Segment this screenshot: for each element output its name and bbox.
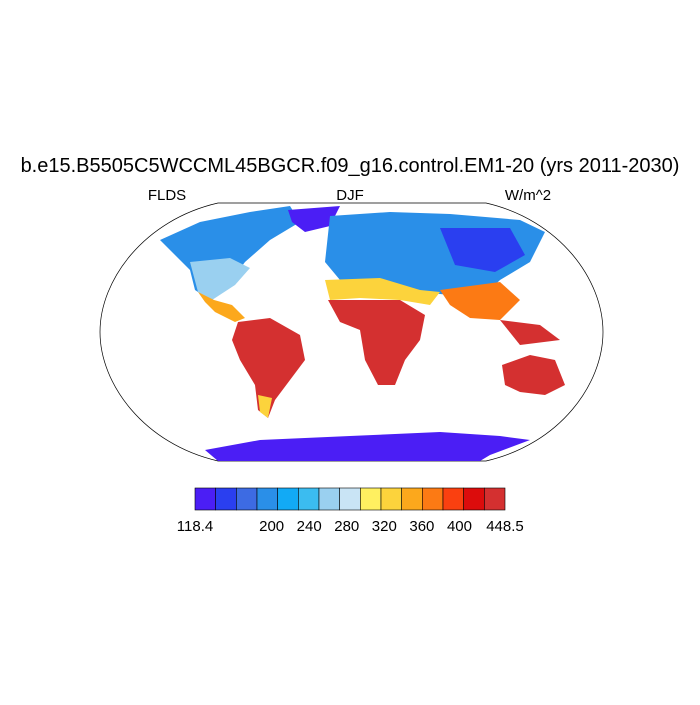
south-america	[232, 318, 305, 418]
colorbar-tick-label: 280	[334, 518, 359, 535]
title: b.e15.B5505C5WCCML45BGCR.f09_g16.control…	[21, 155, 680, 177]
colorbar-tick-label: 360	[409, 518, 434, 535]
map	[99, 202, 604, 462]
colorbar-box	[422, 487, 444, 511]
colorbar-tick-label: 240	[297, 518, 322, 535]
colorbar-box	[236, 487, 258, 511]
colorbar-tick-label: 320	[372, 518, 397, 535]
colorbar-box	[339, 487, 361, 511]
maritime-continent	[500, 320, 560, 345]
colorbar-box	[256, 487, 278, 511]
colorbar-box	[215, 487, 237, 511]
antarctica	[205, 432, 530, 461]
africa	[328, 300, 425, 385]
colorbar-tick-label: 448.5	[486, 518, 524, 535]
south-america-tip	[258, 395, 272, 418]
center-label: DJF	[336, 187, 364, 204]
left-label: FLDS	[148, 187, 186, 204]
colorbar: 118.4 200 240 280 320 360 400 448.5	[177, 487, 524, 535]
colorbar-box	[277, 487, 299, 511]
colorbar-box	[360, 487, 382, 511]
colorbar-box	[401, 487, 423, 511]
south-asia	[440, 282, 520, 320]
north-africa	[325, 278, 440, 305]
colorbar-box	[298, 487, 320, 511]
colorbar-box	[380, 487, 402, 511]
colorbar-tick-label: 118.4	[177, 518, 213, 535]
north-america-south	[190, 258, 250, 300]
right-label: W/m^2	[505, 187, 551, 204]
colorbar-box	[463, 487, 485, 511]
colorbar-box	[194, 487, 216, 511]
colorbar-tick-label: 200	[259, 518, 284, 535]
greenland	[288, 206, 340, 232]
eurasia-interior	[440, 228, 525, 272]
colorbar-box	[484, 487, 506, 511]
colorbar-tick-label: 400	[447, 518, 472, 535]
colorbar-box	[442, 487, 464, 511]
colorbar-box	[318, 487, 340, 511]
central-america	[198, 292, 245, 322]
australia	[502, 355, 565, 395]
